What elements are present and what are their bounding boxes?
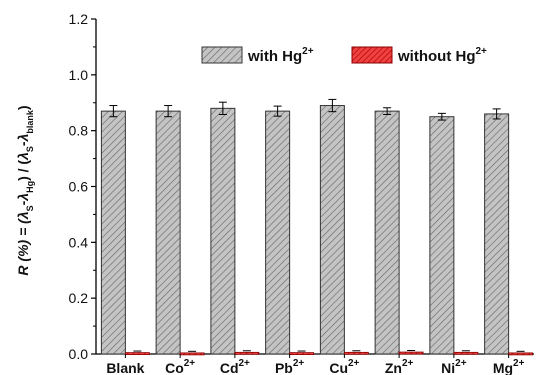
bar-without-hg xyxy=(289,352,315,356)
x-tick-label: Blank xyxy=(106,360,144,375)
bar-with-hg xyxy=(265,110,291,355)
bar-with-hg xyxy=(374,110,400,355)
bar-with-hg xyxy=(319,105,345,355)
y-tick-label: 0.0 xyxy=(69,346,89,362)
bar-with-hg xyxy=(100,110,126,355)
x-tick-label: Pb2+ xyxy=(275,358,304,375)
bar-with-hg xyxy=(210,107,236,355)
y-tick-label: 1.2 xyxy=(69,11,89,27)
x-tick-label: Co2+ xyxy=(165,358,195,375)
plot-area: 0.0 0.2 0.4 0.6 0.8 1.0 1.2 Blank Co2+ Cd2+ Pb2+ Cu… xyxy=(15,11,534,375)
y-axis-label: R (%) = (λS-λHg) / (λS-λblank) xyxy=(15,105,35,275)
bar-with-hg xyxy=(429,116,455,355)
bar-without-hg xyxy=(508,352,534,356)
y-tick-label: 0.8 xyxy=(69,123,89,139)
bar-without-hg xyxy=(234,351,260,355)
bar-without-hg xyxy=(398,351,424,355)
legend-swatch-without-hg xyxy=(351,46,393,64)
bar-without-hg xyxy=(179,352,205,356)
x-tick-label: Cu2+ xyxy=(329,358,359,375)
y-tick-label: 0.2 xyxy=(69,290,89,306)
x-tick-label: Zn2+ xyxy=(385,358,414,375)
y-tick-label: 0.6 xyxy=(69,179,89,195)
x-tick-label: Mg2+ xyxy=(493,358,525,375)
bar-with-hg xyxy=(484,113,510,355)
legend-swatch-with-hg xyxy=(201,46,243,64)
x-tick-label: Cd2+ xyxy=(220,358,250,375)
y-tick-label: 0.4 xyxy=(69,234,89,250)
legend-label-without-hg: without Hg2+ xyxy=(397,46,487,65)
bar-without-hg xyxy=(453,351,479,355)
y-tick-label: 1.0 xyxy=(69,67,89,83)
bar-without-hg xyxy=(124,352,150,356)
bar-with-hg xyxy=(155,110,181,355)
bar-without-hg xyxy=(343,351,369,355)
legend-label-with-hg: with Hg2+ xyxy=(247,46,314,65)
x-tick-label: Ni2+ xyxy=(441,358,467,375)
